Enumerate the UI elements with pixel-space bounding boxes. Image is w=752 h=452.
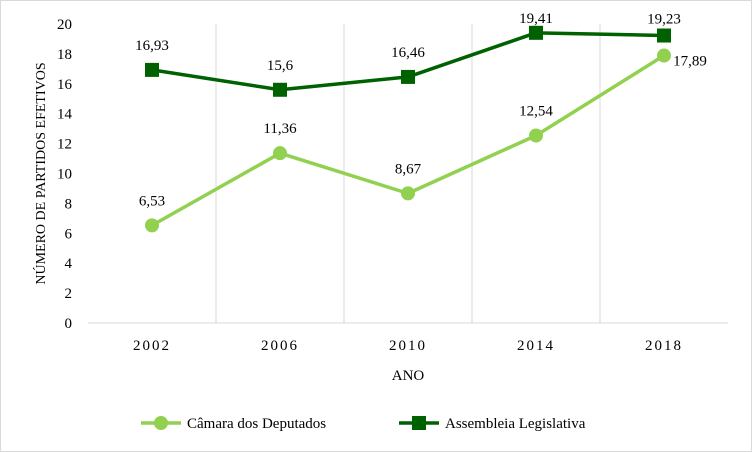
grid-layer <box>215 24 601 323</box>
data-point <box>529 25 543 40</box>
data-label: 19,23 <box>647 12 681 28</box>
y-tick-label: 8 <box>65 196 73 212</box>
data-label: 16,46 <box>391 45 425 61</box>
x-tick-label: 2010 <box>389 338 427 354</box>
y-tick-label: 12 <box>57 137 72 153</box>
legend-item: Câmara dos Deputados <box>141 416 326 432</box>
data-point <box>145 62 159 77</box>
y-tick-label: 18 <box>57 47 72 63</box>
y-tick-label: 20 <box>57 17 72 33</box>
x-tick-labels: 2002 2006 2010 2014 2018 <box>133 338 683 354</box>
data-point <box>657 48 671 63</box>
data-label: 16,93 <box>135 38 169 54</box>
x-tick-label: 2014 <box>517 338 555 354</box>
data-point <box>145 218 159 233</box>
y-tick-label: 0 <box>65 316 73 332</box>
legend-item: Assembleia Legislativa <box>399 416 586 432</box>
x-tick-label: 2002 <box>133 338 171 354</box>
data-label: 19,41 <box>519 11 553 27</box>
legend-label: Assembleia Legislativa <box>445 416 586 432</box>
data-point <box>273 146 287 161</box>
y-tick-label: 6 <box>65 226 73 242</box>
y-tick-label: 14 <box>57 107 73 123</box>
data-label: 6,53 <box>139 193 165 209</box>
data-point <box>401 69 415 84</box>
data-point <box>273 82 287 97</box>
legend-marker <box>154 416 168 430</box>
data-label: 8,67 <box>395 161 422 177</box>
data-label: 15,6 <box>267 58 294 74</box>
legend-marker <box>412 416 426 430</box>
y-tick-label: 2 <box>65 286 73 302</box>
y-tick-label: 10 <box>57 167 72 183</box>
y-tick-label: 4 <box>65 256 73 272</box>
data-point <box>529 128 543 143</box>
x-axis-label: ANO <box>392 368 425 384</box>
data-point <box>401 186 415 201</box>
x-tick-label: 2018 <box>645 338 683 354</box>
series-camara <box>145 48 671 233</box>
y-tick-label: 16 <box>57 77 73 93</box>
legend: Câmara dos Deputados Assembleia Legislati… <box>141 416 586 432</box>
data-label: 12,54 <box>519 104 553 120</box>
y-axis-label: NÚMERO DE PARTIDOS EFETIVOS <box>32 62 49 284</box>
data-label: 17,89 <box>673 54 707 70</box>
y-tick-labels: 0 2 4 6 8 10 12 14 16 18 20 <box>57 17 73 332</box>
data-point <box>657 28 671 43</box>
x-tick-label: 2006 <box>261 338 299 354</box>
series-assembleia <box>145 25 671 97</box>
series-layer: 6,53 11,36 8,67 12,54 17,89 16,93 15,6 16,46 19,… <box>135 11 707 233</box>
data-label: 11,36 <box>263 121 297 137</box>
legend-label: Câmara dos Deputados <box>187 416 326 432</box>
